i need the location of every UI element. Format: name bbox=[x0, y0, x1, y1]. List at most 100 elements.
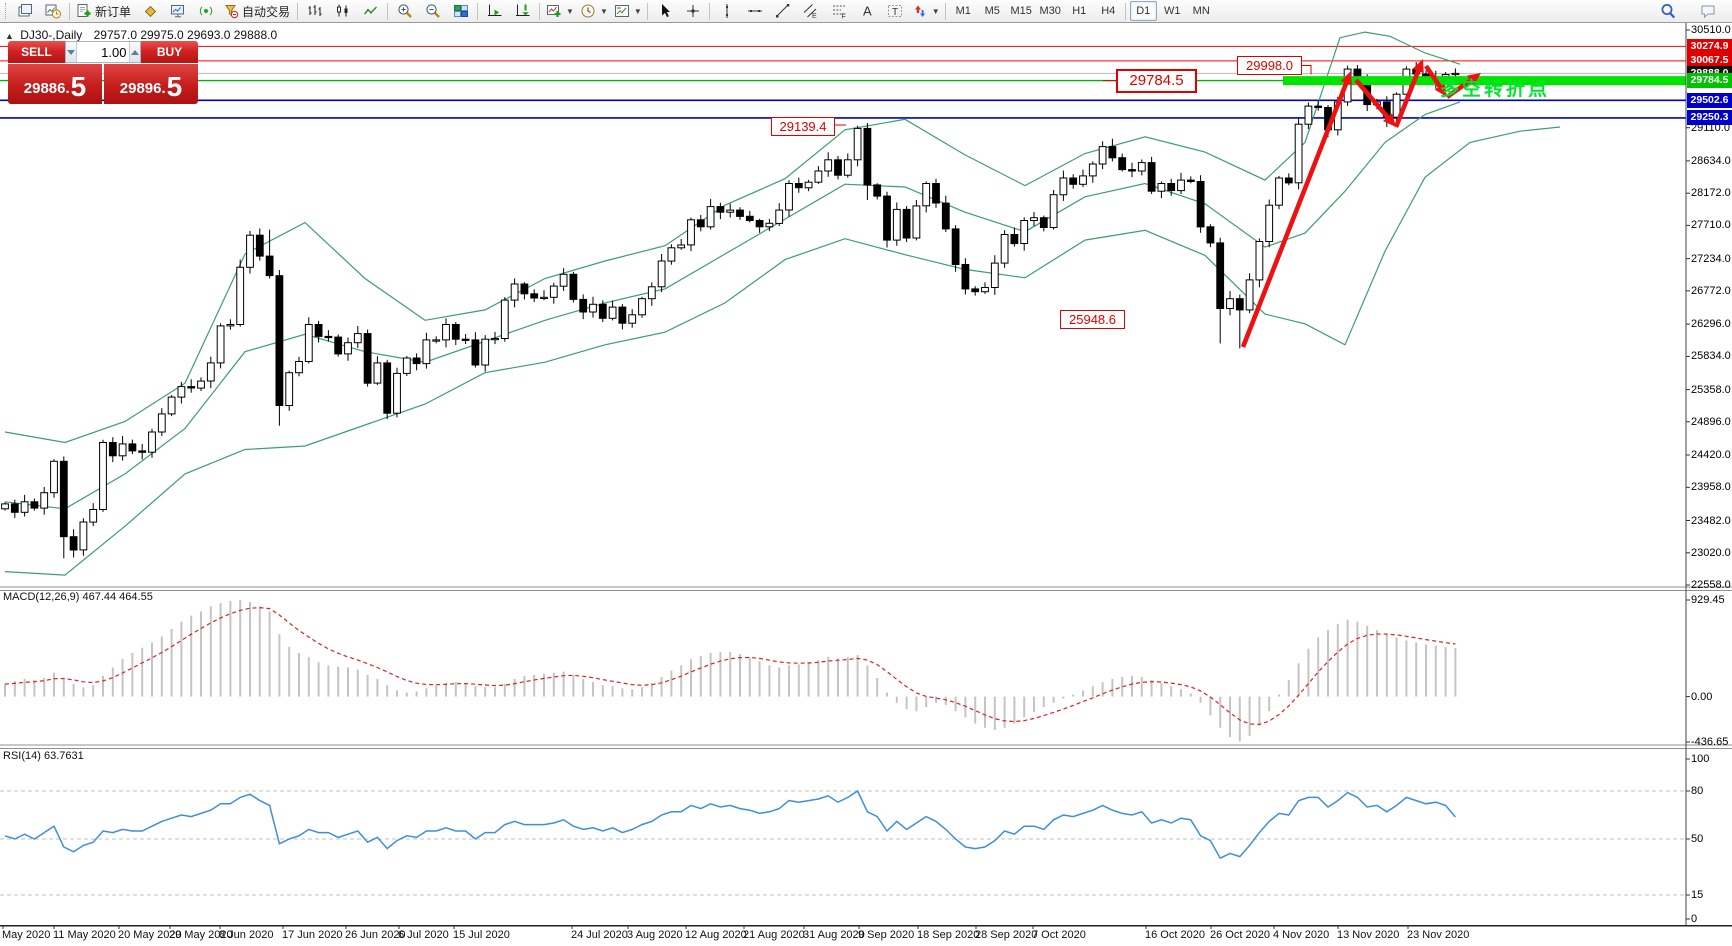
date-label[interactable]: 3 Aug 2020 bbox=[627, 929, 683, 941]
timeframe-H4-button[interactable]: H4 bbox=[1101, 5, 1116, 17]
price-tick: 27710.0 bbox=[1691, 219, 1731, 231]
timeframe-M30-button[interactable]: M30 bbox=[1039, 5, 1061, 17]
bar-chart-mode-button[interactable] bbox=[301, 0, 329, 23]
collapse-trade-panel-arrow[interactable]: ▲ bbox=[5, 31, 14, 41]
timeframe-M15-button[interactable]: M15 bbox=[1010, 5, 1032, 17]
bollinger-upper-band bbox=[4, 31, 1461, 444]
price-annotation-box[interactable]: 25948.6 bbox=[1060, 310, 1125, 329]
price-tick: 23482.0 bbox=[1691, 515, 1731, 527]
date-label[interactable]: 9 Sep 2020 bbox=[858, 929, 915, 941]
indicators-button[interactable]: ▼ bbox=[543, 0, 577, 23]
periods-button[interactable]: ▼ bbox=[577, 0, 611, 23]
signals-button[interactable] bbox=[192, 0, 220, 23]
templates-button[interactable]: ▼ bbox=[611, 0, 645, 23]
crosshair-button[interactable] bbox=[679, 0, 707, 23]
volume-decrease-button[interactable] bbox=[66, 42, 77, 62]
text-button[interactable]: A bbox=[853, 0, 881, 23]
timeframe-H1-button[interactable]: H1 bbox=[1072, 5, 1087, 17]
horizontal-line-button[interactable] bbox=[741, 0, 769, 23]
signal-icon bbox=[199, 6, 213, 16]
new-window-button[interactable] bbox=[11, 0, 39, 23]
price-tick: 25834.0 bbox=[1691, 350, 1731, 362]
auto-scroll-button[interactable] bbox=[481, 0, 509, 23]
date-label[interactable]: 8 Jun 2020 bbox=[219, 929, 274, 941]
trendline-button[interactable] bbox=[769, 0, 797, 23]
timeframe-MN-button[interactable]: MN bbox=[1192, 5, 1210, 17]
chat-button[interactable] bbox=[1694, 0, 1722, 23]
date-label[interactable]: 29 May 2020 bbox=[169, 929, 233, 941]
date-label[interactable]: 26 Jun 2020 bbox=[345, 929, 406, 941]
price-tick: 27234.0 bbox=[1691, 253, 1731, 265]
new-order-button[interactable]: 新订单 bbox=[73, 0, 136, 23]
turning-point-note[interactable]: 多空转折点 bbox=[1440, 79, 1551, 100]
template-icon bbox=[614, 5, 629, 17]
date-label[interactable]: 11 May 2020 bbox=[53, 929, 116, 941]
price-annotation-box[interactable]: 29998.0 bbox=[1237, 56, 1302, 75]
sell-button[interactable]: SELL bbox=[8, 41, 65, 63]
price-tick: 25358.0 bbox=[1691, 384, 1731, 396]
buy-price[interactable]: 29896. 5 bbox=[104, 64, 198, 104]
auto-trading-button[interactable]: 自动交易 bbox=[220, 0, 295, 23]
chart-shift-button[interactable] bbox=[509, 0, 537, 23]
svg-text:A: A bbox=[863, 4, 872, 19]
toolbar-drag-handle bbox=[5, 3, 9, 19]
sell-price[interactable]: 29886. 5 bbox=[8, 64, 102, 104]
buy-button[interactable]: BUY bbox=[141, 41, 198, 63]
metaeditor-button[interactable] bbox=[136, 0, 164, 23]
search-button[interactable] bbox=[1654, 0, 1682, 23]
date-label[interactable]: 7 Oct 2020 bbox=[1032, 929, 1086, 941]
date-label[interactable]: 18 Sep 2020 bbox=[917, 929, 980, 941]
timeframe-M1-button[interactable]: M1 bbox=[955, 5, 971, 17]
date-label[interactable]: 21 Aug 2020 bbox=[743, 929, 805, 941]
date-label[interactable]: 13 Nov 2020 bbox=[1337, 929, 1400, 941]
addind-icon bbox=[547, 5, 561, 17]
zoom-out-button[interactable] bbox=[419, 0, 447, 23]
date-label[interactable]: 26 Oct 2020 bbox=[1210, 929, 1270, 941]
zoom-in-button[interactable] bbox=[391, 0, 419, 23]
expert-advisors-button[interactable] bbox=[164, 0, 192, 23]
volume-input[interactable] bbox=[76, 42, 130, 62]
timeframe-D1-button[interactable]: D1 bbox=[1129, 1, 1157, 21]
text-label-button[interactable]: T bbox=[881, 0, 909, 23]
date-label[interactable]: 4 Nov 2020 bbox=[1273, 929, 1330, 941]
label-leader-lines bbox=[833, 65, 1312, 126]
date-label[interactable]: 6 Jul 2020 bbox=[398, 929, 449, 941]
price-annotation-box[interactable]: 29139.4 bbox=[771, 117, 835, 136]
price-tick: 28172.0 bbox=[1691, 187, 1731, 199]
line-chart-mode-button[interactable] bbox=[357, 0, 385, 23]
equidistant-channel-button[interactable]: E bbox=[797, 0, 825, 23]
funnel-icon bbox=[225, 5, 239, 19]
macd-label: MACD(12,26,9) 467.44 464.55 bbox=[3, 591, 153, 603]
macd-tick: -436.65 bbox=[1691, 736, 1729, 748]
date-label[interactable]: 17 Jun 2020 bbox=[282, 929, 343, 941]
toolbar-separator bbox=[387, 2, 389, 20]
volume-increase-button[interactable] bbox=[129, 42, 140, 62]
arrow-objects-button[interactable]: ▼ bbox=[909, 0, 943, 23]
date-label[interactable]: 28 Sep 2020 bbox=[975, 929, 1038, 941]
date-label[interactable]: 23 Nov 2020 bbox=[1407, 929, 1470, 941]
date-label[interactable]: May 2020 bbox=[2, 929, 51, 941]
price-annotation-box[interactable]: 29784.5 bbox=[1116, 69, 1197, 93]
date-label[interactable]: 31 Aug 2020 bbox=[803, 929, 865, 941]
toolbar-separator bbox=[1124, 2, 1126, 20]
tile-windows-button[interactable] bbox=[447, 0, 475, 23]
profiles-button[interactable] bbox=[39, 0, 67, 23]
price-tick: 26296.0 bbox=[1691, 318, 1731, 330]
cursor-button[interactable] bbox=[651, 0, 679, 23]
date-label[interactable]: 12 Aug 2020 bbox=[685, 929, 747, 941]
date-label[interactable]: 20 May 2020 bbox=[118, 929, 182, 941]
fibonacci-button[interactable]: F bbox=[825, 0, 853, 23]
timeframe-M5-button[interactable]: M5 bbox=[984, 5, 1000, 17]
date-label[interactable]: 15 Jul 2020 bbox=[453, 929, 510, 941]
date-label[interactable]: 24 Jul 2020 bbox=[571, 929, 628, 941]
price-tick: 24896.0 bbox=[1691, 416, 1731, 428]
triangle-up-icon bbox=[131, 49, 140, 55]
candlestick-mode-button[interactable] bbox=[329, 0, 357, 23]
ea-icon bbox=[171, 5, 185, 18]
macd-tick: 929.45 bbox=[1691, 594, 1725, 606]
date-label[interactable]: 16 Oct 2020 bbox=[1145, 929, 1205, 941]
timeframe-W1-button[interactable]: W1 bbox=[1163, 5, 1181, 17]
zoomin-icon bbox=[398, 4, 412, 18]
vertical-line-button[interactable] bbox=[713, 0, 741, 23]
